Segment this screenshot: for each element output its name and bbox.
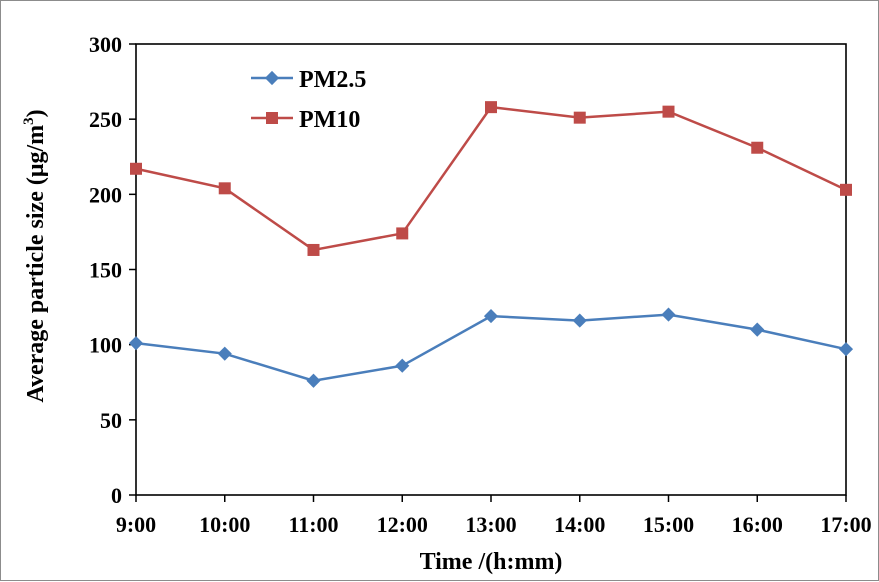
data-point-pm10 <box>573 111 586 124</box>
data-point-pm25 <box>572 313 587 328</box>
data-point-pm10 <box>840 183 852 196</box>
data-point-pm10 <box>485 101 497 114</box>
data-point-pm25 <box>306 373 321 388</box>
data-point-pm10 <box>396 227 409 240</box>
data-point-pm25 <box>661 307 676 322</box>
x-tick-label: 12:00 <box>377 512 428 537</box>
y-tick-label: 100 <box>89 333 122 358</box>
legend: PM2.5 PM10 <box>251 67 366 133</box>
y-tick-label: 200 <box>89 182 122 207</box>
data-point-pm25 <box>395 358 410 373</box>
data-point-pm10 <box>130 162 142 175</box>
data-point-pm25 <box>750 322 765 337</box>
legend-label-pm10: PM10 <box>299 107 360 133</box>
data-point-pm10 <box>218 182 231 195</box>
x-axis: 9:00 10:00 11:00 12:00 13:00 14:00 15:00 16:00 1… <box>116 495 872 537</box>
data-point-pm25 <box>217 346 232 361</box>
y-axis-title-sup: 3 <box>21 117 37 125</box>
data-point-pm10 <box>662 105 675 118</box>
y-tick-label: 300 <box>89 32 122 57</box>
y-tick-label: 0 <box>111 483 122 508</box>
x-tick-label: 11:00 <box>288 512 338 537</box>
y-tick-label: 150 <box>89 258 122 283</box>
y-tick-label: 50 <box>100 408 122 433</box>
x-tick-label: 13:00 <box>465 512 516 537</box>
legend-marker-pm25 <box>264 70 280 86</box>
series-layer <box>128 101 854 388</box>
x-tick-label: 10:00 <box>199 512 250 537</box>
data-point-pm10 <box>751 141 764 154</box>
x-tick-label: 14:00 <box>554 512 605 537</box>
data-point-pm25 <box>483 309 499 324</box>
y-tick-label: 250 <box>89 107 122 132</box>
legend-label-pm25: PM2.5 <box>299 67 366 93</box>
y-axis-title-main: Average particle size (μg/m <box>23 125 49 403</box>
x-tick-label: 16:00 <box>732 512 783 537</box>
x-tick-label: 17:00 <box>820 512 871 537</box>
x-tick-label: 15:00 <box>643 512 694 537</box>
legend-marker-pm10 <box>266 112 278 124</box>
data-point-pm25 <box>128 336 144 351</box>
data-point-pm25 <box>838 342 854 357</box>
y-axis-title: Average particle size (μg/m3) <box>21 109 49 402</box>
y-axis-title-close: ) <box>23 109 49 117</box>
x-tick-label: 9:00 <box>116 512 156 537</box>
y-axis: 0 50 100 150 200 250 300 <box>89 32 136 508</box>
data-point-pm10 <box>307 243 320 256</box>
x-axis-title: Time /(h:mm) <box>420 549 563 575</box>
